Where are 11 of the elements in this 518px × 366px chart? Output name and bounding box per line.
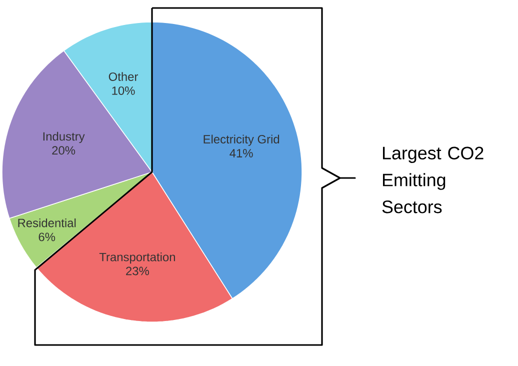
data-label: 23% xyxy=(126,266,149,276)
slice-label: Industry xyxy=(43,132,85,144)
slice-label: Other xyxy=(108,72,138,81)
text: Largest CO2 Emitting Sectors xyxy=(382,146,484,214)
slice-label: Electricity Grid xyxy=(204,134,280,146)
data-label: 20% xyxy=(52,146,76,155)
data-label: 6% xyxy=(38,232,56,242)
data-label: 41% xyxy=(230,149,253,158)
slice-label: Residential xyxy=(18,218,76,228)
slice-label: Transportation xyxy=(99,252,175,264)
data-label: 10% xyxy=(112,86,135,95)
